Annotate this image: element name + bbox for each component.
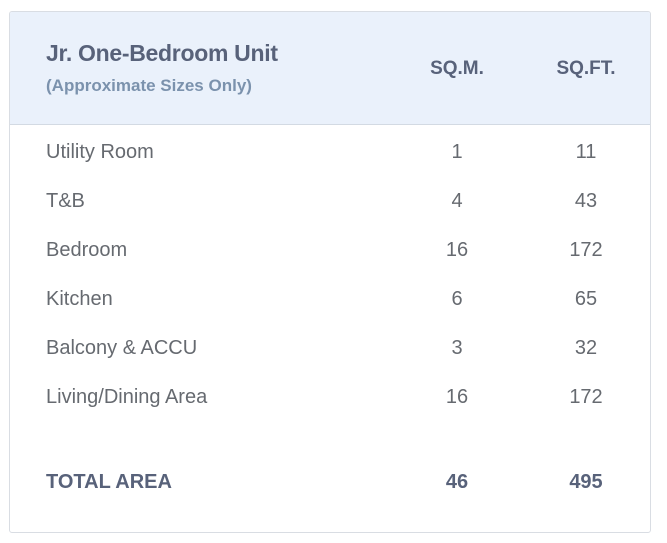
room-name: Kitchen [46,288,113,310]
column-header-sqm: SQ.M. [430,58,484,79]
total-sqft: 495 [569,471,603,493]
total-sqm: 46 [445,471,469,493]
room-name: T&B [46,190,85,212]
room-sqm: 1 [451,141,463,163]
unit-size-card: Jr. One-Bedroom Unit (Approximate Sizes … [9,11,651,533]
room-sqft: 43 [574,190,598,212]
room-sqft: 32 [574,337,598,359]
table-row: Utility Room 1 11 [10,141,650,171]
unit-subtitle: (Approximate Sizes Only) [46,76,252,95]
room-sqft: 172 [569,239,603,261]
room-sqm: 4 [451,190,463,212]
column-header-sqft: SQ.FT. [556,58,616,79]
table-row: Living/Dining Area 16 172 [10,386,650,416]
room-sqm: 16 [445,386,469,408]
table-row: Kitchen 6 65 [10,288,650,318]
room-sqft: 65 [574,288,598,310]
room-name: Living/Dining Area [46,386,208,408]
table-row: Bedroom 16 172 [10,239,650,269]
room-sqm: 6 [451,288,463,310]
table-row: T&B 4 43 [10,190,650,220]
table-header: Jr. One-Bedroom Unit (Approximate Sizes … [10,12,650,125]
table-row: Balcony & ACCU 3 32 [10,337,650,367]
room-name: Balcony & ACCU [46,337,198,359]
total-label: TOTAL AREA [46,471,172,493]
room-name: Utility Room [46,141,154,163]
room-name: Bedroom [46,239,128,261]
total-row: TOTAL AREA 46 495 [10,471,650,501]
unit-title: Jr. One-Bedroom Unit [46,40,278,66]
room-sqft: 11 [575,141,597,163]
room-sqm: 3 [451,337,463,359]
room-sqft: 172 [569,386,603,408]
room-sqm: 16 [445,239,469,261]
